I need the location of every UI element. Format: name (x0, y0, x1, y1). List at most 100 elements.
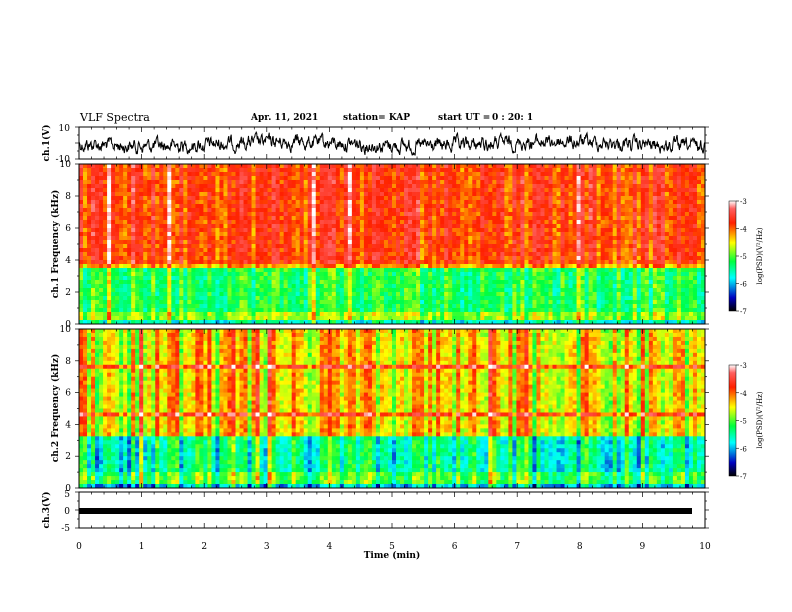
spectrogram-cell (444, 240, 449, 245)
spectrogram-cell (363, 196, 369, 201)
spectrogram-cell (155, 276, 160, 281)
spectrogram-cell (383, 208, 389, 213)
spectrogram-cell (460, 164, 465, 169)
spectrogram-cell (524, 212, 529, 217)
spectrogram-cell (548, 200, 553, 205)
spectrogram-cell (315, 272, 321, 277)
spectrogram-cell (83, 256, 88, 261)
spectrogram-cell (416, 248, 421, 253)
spectrogram-cell (636, 188, 642, 193)
spectrogram-cell (191, 256, 196, 261)
spectrogram-cell (255, 208, 260, 213)
spectrogram-cell (87, 252, 92, 257)
spectrogram-cell (412, 268, 417, 273)
spectrogram-cell (79, 244, 84, 249)
spectrogram-cell (227, 244, 232, 249)
spectrogram-cell (151, 272, 156, 277)
spectrogram-cell (247, 220, 252, 225)
spectrogram-cell (343, 212, 349, 217)
spectrogram-cell (251, 260, 256, 265)
spectrogram-cell (424, 248, 429, 253)
spectrogram-cell (163, 204, 168, 209)
spectrogram-cell (680, 232, 686, 237)
spectrogram-cell (700, 168, 706, 173)
spectrogram-cell (444, 200, 449, 205)
spectrogram-cell (584, 284, 589, 289)
spectrogram-cell (628, 228, 634, 233)
spectrogram-cell (476, 264, 481, 269)
spectrogram-cell (468, 176, 473, 181)
spectrogram-cell (700, 224, 706, 229)
spectrogram-cell (79, 196, 84, 201)
spectrogram-cell (600, 228, 605, 233)
spectrogram-cell (159, 236, 164, 241)
spectrogram-cell (371, 200, 377, 205)
spectrogram-cell (383, 176, 389, 181)
spectrogram-cell (123, 256, 128, 261)
spectrogram-cell (392, 204, 397, 209)
spectrogram-cell (544, 224, 549, 229)
spectrogram-cell (632, 244, 638, 249)
spectrogram-cell (552, 276, 557, 281)
spectrogram-cell (235, 212, 240, 217)
spectrogram-cell (584, 192, 589, 197)
spectrogram-cell (371, 268, 377, 273)
spectrogram-cell (412, 252, 417, 257)
spectrogram-cell (167, 168, 172, 173)
spectrogram-cell (123, 204, 128, 209)
spectrogram-cell (644, 224, 650, 229)
spectrogram-cell (520, 172, 525, 177)
spectrogram-cell (500, 196, 505, 201)
spectrogram-cell (456, 280, 461, 285)
spectrogram-cell (155, 180, 160, 185)
spectrogram-cell (351, 252, 357, 257)
spectrogram-cell (556, 184, 561, 189)
spectrogram-cell (400, 260, 405, 265)
spectrogram-cell (263, 272, 268, 277)
spectrogram-cell (283, 164, 288, 169)
spectrogram-cell (528, 192, 533, 197)
spectrogram-cell (287, 228, 292, 233)
spectrogram-cell (167, 188, 172, 193)
spectrogram-cell (147, 208, 152, 213)
spectrogram-cell (167, 284, 172, 289)
spectrogram-cell (111, 256, 116, 261)
spectrogram-cell (396, 260, 401, 265)
spectrogram-cell (400, 232, 405, 237)
spectrogram-cell (528, 176, 533, 181)
spectrogram-cell (448, 284, 453, 289)
spectrogram-cell (107, 176, 112, 181)
spectrogram-cell (123, 168, 128, 173)
spectrogram-cell (323, 248, 329, 253)
spectrogram-cell (568, 184, 573, 189)
spectrogram-cell (432, 264, 437, 269)
spectrogram-cell (432, 244, 437, 249)
spectrogram-cell (259, 184, 264, 189)
spectrogram-cell (644, 212, 650, 217)
spectrogram-cell (347, 272, 353, 277)
spectrogram-cell (632, 164, 638, 169)
spectrogram-cell (159, 248, 164, 253)
spectrogram-cell (536, 184, 541, 189)
spectrogram-cell (556, 192, 561, 197)
spectrogram-cell (476, 188, 481, 193)
spectrogram-cell (263, 280, 268, 285)
spectrogram-cell (275, 260, 280, 265)
spectrogram-cell (171, 244, 176, 249)
spectrogram-cell (504, 184, 509, 189)
spectrogram-cell (107, 168, 112, 173)
spectrogram-cell (347, 172, 353, 177)
spectrogram-cell (480, 244, 485, 249)
spectrogram-cell (540, 240, 545, 245)
spectrogram-cell (139, 252, 144, 257)
spectrogram-cell (532, 200, 537, 205)
spectrogram-cell (159, 280, 164, 285)
spectrogram-cell (235, 216, 240, 221)
spectrogram-cell (223, 172, 228, 177)
spectrogram-cell (436, 220, 441, 225)
spectrogram-cell (215, 168, 220, 173)
spectrogram-cell (452, 248, 457, 253)
spectrogram-cell (91, 276, 96, 281)
spectrogram-cell (79, 192, 84, 197)
spectrogram-cell (608, 248, 613, 253)
